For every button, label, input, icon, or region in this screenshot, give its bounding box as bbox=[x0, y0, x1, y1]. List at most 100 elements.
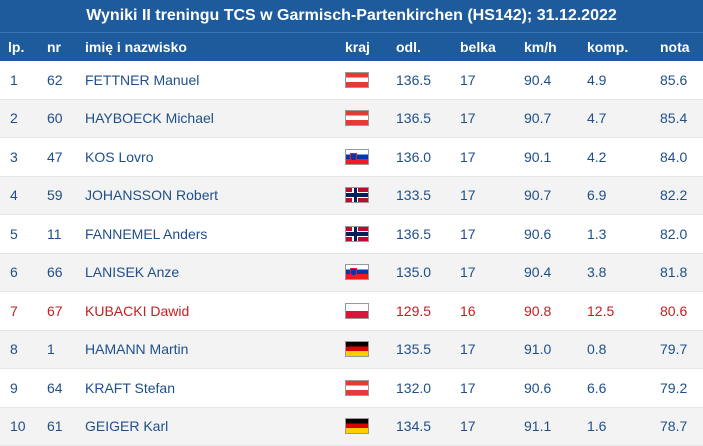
cell-name: KRAFT Stefan bbox=[85, 369, 175, 407]
cell-komp: 3.8 bbox=[587, 254, 606, 292]
cell-nota: 82.2 bbox=[660, 177, 687, 215]
cell-nr: 11 bbox=[47, 215, 62, 253]
poland-flag-icon bbox=[345, 303, 369, 319]
cell-kraj bbox=[345, 138, 369, 176]
cell-nota: 79.7 bbox=[660, 331, 687, 369]
cell-odl: 136.0 bbox=[396, 138, 431, 176]
norway-flag-icon bbox=[345, 187, 369, 203]
column-name: imię i nazwisko bbox=[85, 33, 187, 61]
cell-kraj bbox=[345, 408, 369, 446]
cell-odl: 136.5 bbox=[396, 61, 431, 99]
cell-nota: 81.8 bbox=[660, 254, 687, 292]
cell-nota: 80.6 bbox=[660, 292, 687, 330]
cell-odl: 132.0 bbox=[396, 369, 431, 407]
cell-kmh: 91.1 bbox=[524, 408, 551, 446]
column-nr: nr bbox=[47, 33, 61, 61]
cell-lp: 2 bbox=[10, 100, 18, 138]
cell-nota: 82.0 bbox=[660, 215, 687, 253]
norway-flag-icon bbox=[345, 226, 369, 242]
cell-nr: 59 bbox=[47, 177, 63, 215]
cell-kmh: 90.1 bbox=[524, 138, 551, 176]
cell-odl: 135.0 bbox=[396, 254, 431, 292]
cell-lp: 9 bbox=[10, 369, 18, 407]
cell-nr: 64 bbox=[47, 369, 63, 407]
cell-kraj bbox=[345, 331, 369, 369]
cell-odl: 133.5 bbox=[396, 177, 431, 215]
cell-kmh: 90.6 bbox=[524, 215, 551, 253]
cell-komp: 6.9 bbox=[587, 177, 606, 215]
cell-kraj bbox=[345, 369, 369, 407]
cell-odl: 136.5 bbox=[396, 100, 431, 138]
cell-name: HAYBOECK Michael bbox=[85, 100, 214, 138]
austria-flag-icon bbox=[345, 72, 369, 88]
cell-komp: 1.3 bbox=[587, 215, 606, 253]
cell-belka: 17 bbox=[460, 254, 476, 292]
cell-lp: 8 bbox=[10, 331, 18, 369]
cell-kmh: 90.7 bbox=[524, 177, 551, 215]
cell-nota: 78.7 bbox=[660, 408, 687, 446]
cell-nr: 66 bbox=[47, 254, 63, 292]
cell-kmh: 90.8 bbox=[524, 292, 551, 330]
cell-odl: 129.5 bbox=[396, 292, 431, 330]
column-lp: lp. bbox=[8, 33, 24, 61]
cell-kmh: 91.0 bbox=[524, 331, 551, 369]
cell-nr: 61 bbox=[47, 408, 63, 446]
cell-kraj bbox=[345, 215, 369, 253]
cell-nota: 85.6 bbox=[660, 61, 687, 99]
cell-kmh: 90.6 bbox=[524, 369, 551, 407]
cell-kmh: 90.7 bbox=[524, 100, 551, 138]
cell-komp: 4.9 bbox=[587, 61, 606, 99]
column-odl: odl. bbox=[396, 33, 421, 61]
column-komp: komp. bbox=[587, 33, 628, 61]
cell-kraj bbox=[345, 292, 369, 330]
table-title: Wyniki II treningu TCS w Garmisch-Parten… bbox=[0, 0, 703, 32]
cell-belka: 16 bbox=[460, 292, 476, 330]
cell-belka: 17 bbox=[460, 177, 476, 215]
cell-komp: 4.7 bbox=[587, 100, 606, 138]
slovenia-flag-icon bbox=[345, 149, 369, 165]
column-kmh: km/h bbox=[524, 33, 557, 61]
cell-komp: 1.6 bbox=[587, 408, 606, 446]
cell-belka: 17 bbox=[460, 331, 476, 369]
cell-belka: 17 bbox=[460, 100, 476, 138]
cell-odl: 135.5 bbox=[396, 331, 431, 369]
cell-komp: 6.6 bbox=[587, 369, 606, 407]
cell-name: GEIGER Karl bbox=[85, 408, 168, 446]
austria-flag-icon bbox=[345, 380, 369, 396]
cell-kmh: 90.4 bbox=[524, 254, 551, 292]
cell-nr: 67 bbox=[47, 292, 63, 330]
cell-nr: 47 bbox=[47, 138, 63, 176]
cell-komp: 4.2 bbox=[587, 138, 606, 176]
cell-nr: 60 bbox=[47, 100, 63, 138]
cell-name: LANISEK Anze bbox=[85, 254, 179, 292]
column-belka: belka bbox=[460, 33, 496, 61]
cell-belka: 17 bbox=[460, 138, 476, 176]
cell-name: JOHANSSON Robert bbox=[85, 177, 218, 215]
cell-komp: 0.8 bbox=[587, 331, 606, 369]
germany-flag-icon bbox=[345, 418, 369, 434]
cell-belka: 17 bbox=[460, 408, 476, 446]
table-row: 2 60 HAYBOECK Michael 136.5 17 90.7 4.7 85.4 bbox=[0, 100, 703, 139]
cell-name: FANNEMEL Anders bbox=[85, 215, 207, 253]
column-kraj: kraj bbox=[345, 33, 370, 61]
cell-odl: 134.5 bbox=[396, 408, 431, 446]
cell-kmh: 90.4 bbox=[524, 61, 551, 99]
cell-kraj bbox=[345, 61, 369, 99]
cell-lp: 6 bbox=[10, 254, 18, 292]
cell-nr: 1 bbox=[47, 331, 55, 369]
cell-nota: 79.2 bbox=[660, 369, 687, 407]
cell-kraj bbox=[345, 177, 369, 215]
cell-nota: 85.4 bbox=[660, 100, 687, 138]
cell-lp: 3 bbox=[10, 138, 18, 176]
